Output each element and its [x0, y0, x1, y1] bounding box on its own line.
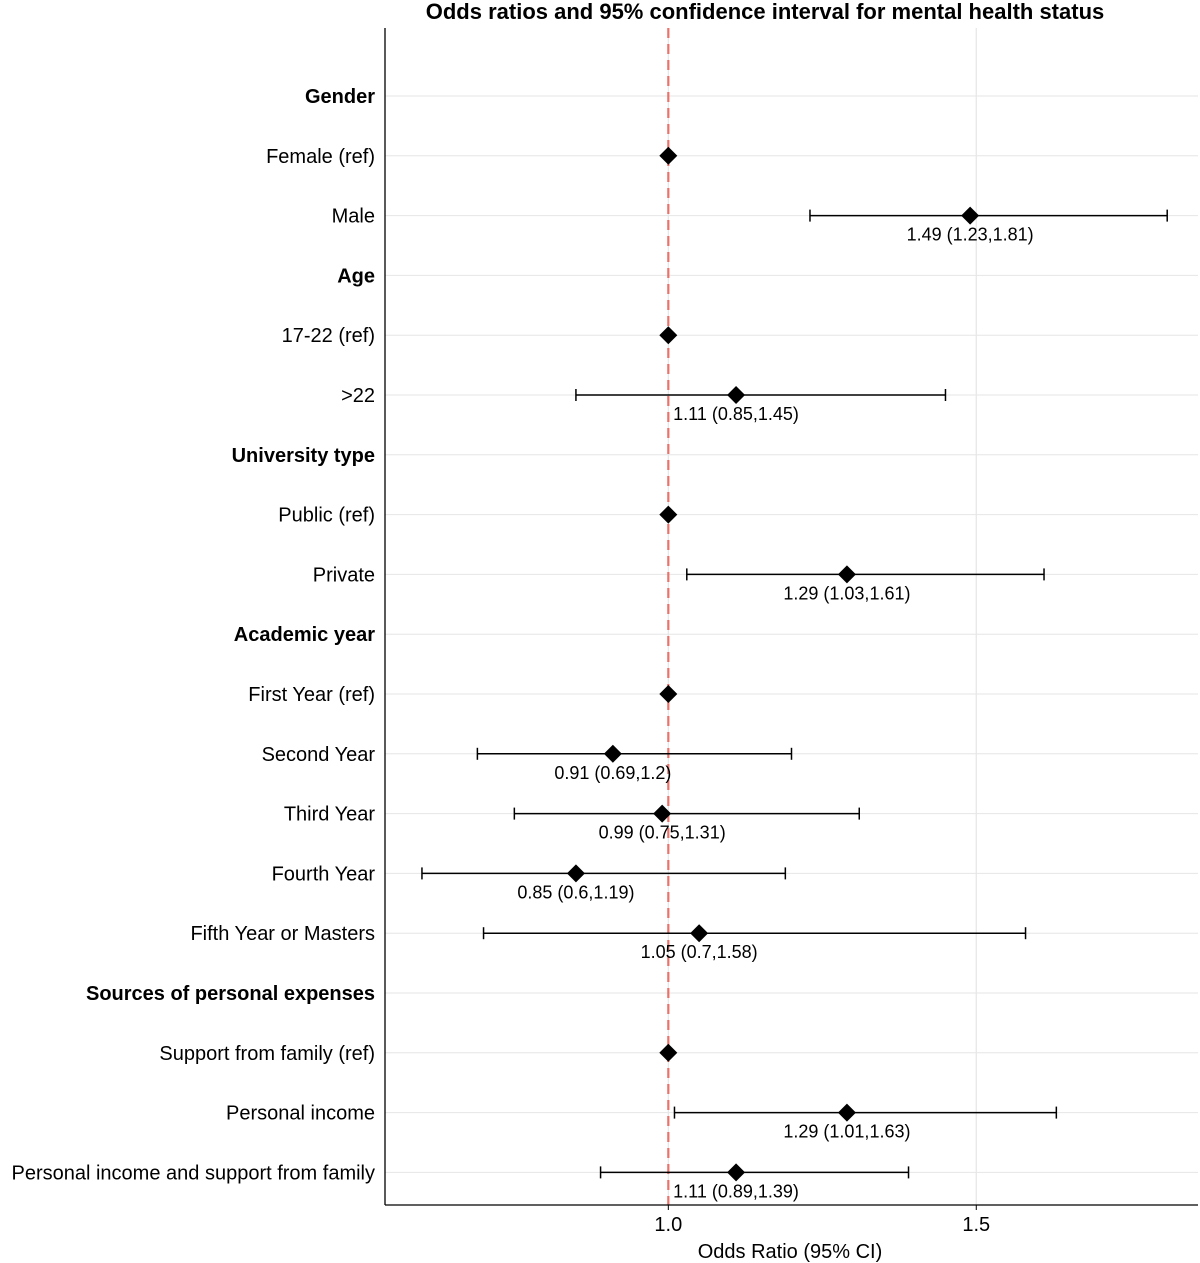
x-axis-title: Odds Ratio (95% CI) — [698, 1241, 883, 1263]
or-point — [659, 505, 678, 524]
group-header-label: Academic year — [234, 624, 375, 646]
row-label: Private — [313, 564, 375, 586]
or-point — [690, 924, 709, 943]
x-tick-label: 1.5 — [962, 1214, 990, 1236]
gridlines — [385, 28, 1198, 1205]
row-label: Support from family (ref) — [159, 1043, 375, 1065]
or-point — [837, 1103, 856, 1122]
chart-marks: 1.49 (1.23,1.81) 1.11 (0.85,1.45) 1.29 (1.… — [421, 146, 1168, 1201]
row-label: Third Year — [284, 804, 376, 826]
ci-value-label: 1.11 (0.89,1.39) — [673, 1181, 799, 1201]
ci-value-label: 0.91 (0.69,1.2) — [554, 763, 671, 783]
row-label: Female (ref) — [266, 146, 375, 168]
row-label: 17-22 (ref) — [282, 325, 375, 347]
chart-title: Odds ratios and 95% confidence interval … — [425, 0, 1105, 24]
or-point — [566, 864, 585, 883]
or-point — [659, 146, 678, 165]
or-point — [727, 1163, 746, 1182]
row-label: Male — [332, 206, 375, 228]
ci-value-label: 0.99 (0.75,1.31) — [599, 823, 726, 843]
or-point — [961, 206, 980, 225]
ci-value-label: 1.05 (0.7,1.58) — [641, 942, 758, 962]
or-point — [603, 744, 622, 763]
group-header-label: Sources of personal expenses — [86, 983, 375, 1005]
x-tick-label: 1.0 — [654, 1214, 682, 1236]
row-label: >22 — [341, 385, 375, 407]
group-header-label: Gender — [305, 86, 375, 108]
or-point — [837, 565, 856, 584]
ci-value-label: 1.29 (1.01,1.63) — [783, 1122, 910, 1142]
row-label: Personal income and support from family — [12, 1162, 376, 1184]
ci-value-label: 1.11 (0.85,1.45) — [673, 404, 799, 424]
or-point — [659, 1043, 678, 1062]
row-label: First Year (ref) — [248, 684, 375, 706]
ci-value-label: 0.85 (0.6,1.19) — [517, 882, 634, 902]
or-point — [659, 326, 678, 345]
row-label: Public (ref) — [278, 505, 375, 527]
axes: 1.0 1.5 — [384, 28, 1198, 1236]
or-point — [727, 386, 746, 404]
row-label: Personal income — [226, 1103, 375, 1125]
row-label: Fifth Year or Masters — [190, 923, 375, 945]
or-point — [659, 685, 678, 703]
row-label: Fourth Year — [272, 863, 376, 885]
group-header-label: University type — [232, 445, 375, 467]
row-label: Second Year — [262, 744, 376, 766]
group-header-label: Age — [337, 265, 375, 287]
or-point — [653, 804, 672, 823]
ci-value-label: 1.49 (1.23,1.81) — [907, 225, 1034, 245]
ci-value-label: 1.29 (1.03,1.61) — [783, 583, 910, 603]
row-labels: Gender Female (ref) Male Age 17-22 (ref) >22 U… — [12, 86, 376, 1184]
